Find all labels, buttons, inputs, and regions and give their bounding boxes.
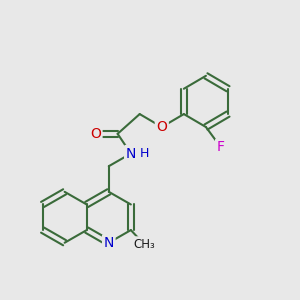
Text: F: F	[217, 140, 225, 154]
Text: O: O	[90, 127, 101, 141]
Text: N: N	[103, 236, 114, 250]
Text: CH₃: CH₃	[133, 238, 155, 251]
Text: H: H	[140, 147, 149, 160]
Text: N: N	[126, 146, 136, 161]
Text: O: O	[156, 120, 167, 134]
